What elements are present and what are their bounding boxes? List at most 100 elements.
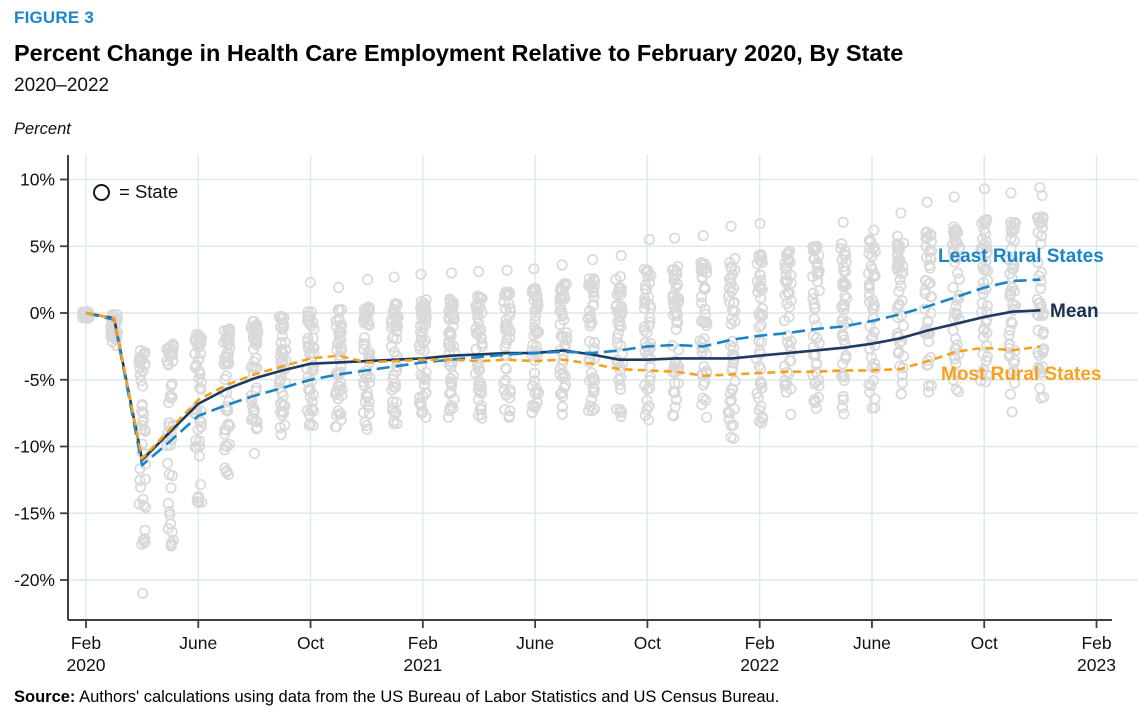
state-scatter-point xyxy=(1008,365,1020,378)
state-scatter-point xyxy=(336,304,348,316)
state-scatter-point xyxy=(981,214,993,226)
state-scatter-point xyxy=(249,319,261,332)
state-scatter-point xyxy=(391,418,403,430)
state-scatter-point xyxy=(779,380,791,392)
state-scatter-point xyxy=(837,328,849,340)
state-scatter-point xyxy=(1037,347,1049,359)
state-scatter-point xyxy=(554,318,566,331)
state-scatter-point xyxy=(980,263,992,275)
state-scatter-point xyxy=(697,392,709,404)
figure-number-label: FIGURE 3 xyxy=(14,8,95,27)
state-scatter-outlier xyxy=(1034,181,1046,194)
state-scatter-point xyxy=(1004,285,1017,297)
state-scatter-point xyxy=(613,319,625,331)
state-scatter-point xyxy=(529,304,541,316)
state-scatter-point xyxy=(305,306,317,318)
state-scatter-point xyxy=(498,377,510,389)
state-scatter-point xyxy=(474,386,486,398)
state-scatter-point xyxy=(389,381,402,393)
state-scatter-point xyxy=(220,370,232,382)
state-scatter-point xyxy=(587,285,599,297)
state-scatter-point xyxy=(359,338,371,350)
state-scatter-point xyxy=(330,320,342,332)
state-scatter-point xyxy=(670,323,682,335)
state-scatter-point xyxy=(892,260,904,272)
state-scatter-point xyxy=(754,310,766,322)
state-scatter-point xyxy=(951,307,963,319)
state-scatter-point xyxy=(167,341,179,353)
state-scatter-point xyxy=(838,374,850,387)
state-scatter-point xyxy=(446,377,458,389)
state-scatter-point xyxy=(782,286,794,298)
state-scatter-point xyxy=(529,400,541,412)
state-scatter-point xyxy=(447,370,459,382)
state-scatter-point xyxy=(556,401,569,413)
state-scatter-point xyxy=(813,337,825,349)
state-scatter-point xyxy=(837,390,849,403)
state-scatter-point xyxy=(808,253,820,265)
state-scatter-point xyxy=(813,285,825,297)
state-scatter-point xyxy=(193,372,205,385)
state-scatter-point xyxy=(893,243,906,255)
state-scatter-point xyxy=(757,412,769,424)
state-scatter-point xyxy=(587,386,599,398)
state-scatter-point xyxy=(223,356,235,368)
state-scatter-point xyxy=(729,375,741,387)
state-scatter-point xyxy=(952,267,964,279)
state-scatter-point xyxy=(756,378,768,390)
state-scatter-point xyxy=(751,387,763,399)
state-scatter-point xyxy=(389,309,401,321)
state-scatter-point xyxy=(139,473,152,485)
state-scatter-point xyxy=(504,306,516,318)
state-scatter-point xyxy=(498,384,510,396)
state-scatter-point xyxy=(218,336,230,349)
state-scatter-point xyxy=(559,379,571,391)
state-scatter-point xyxy=(947,282,959,294)
state-scatter-point xyxy=(133,498,145,510)
state-scatter-point xyxy=(780,268,792,281)
state-scatter-point xyxy=(785,355,797,367)
state-scatter-point xyxy=(390,319,402,332)
state-scatter-point xyxy=(532,388,544,400)
state-scatter-point xyxy=(614,379,626,391)
state-scatter-point xyxy=(725,340,737,352)
state-scatter-point xyxy=(391,333,403,345)
state-scatter-point xyxy=(779,289,791,301)
state-scatter-point xyxy=(1034,382,1046,394)
state-scatter-point xyxy=(756,417,768,429)
state-scatter-point xyxy=(418,344,430,357)
state-scatter-point xyxy=(193,365,205,377)
state-scatter-point xyxy=(638,302,651,314)
state-scatter-point xyxy=(248,447,260,460)
state-scatter-point xyxy=(444,405,456,417)
state-scatter-point xyxy=(162,498,174,510)
state-scatter-point xyxy=(615,410,627,422)
state-scatter-point xyxy=(614,403,626,415)
state-scatter-point xyxy=(950,368,962,381)
state-scatter-outlier xyxy=(921,196,933,208)
state-scatter-point xyxy=(530,340,542,352)
state-scatter-point xyxy=(134,463,146,475)
state-scatter-point xyxy=(981,313,993,326)
state-scatter-point xyxy=(864,386,876,398)
state-scatter-point xyxy=(504,303,516,315)
state-scatter-point xyxy=(304,311,316,323)
x-tick-label: Oct xyxy=(971,633,998,653)
state-scatter-point xyxy=(137,380,149,392)
state-scatter-point xyxy=(335,334,347,346)
state-scatter-point xyxy=(610,273,622,286)
state-scatter-point xyxy=(785,408,797,420)
state-scatter-point xyxy=(725,277,737,289)
state-scatter-point xyxy=(583,273,595,285)
state-scatter-point xyxy=(807,287,820,299)
state-scatter-point xyxy=(725,271,737,283)
state-scatter-point xyxy=(137,349,149,361)
state-scatter-point xyxy=(808,313,820,325)
state-circle-icon xyxy=(93,183,110,201)
state-scatter-point xyxy=(273,311,285,323)
state-scatter-point xyxy=(699,303,711,315)
state-scatter-point xyxy=(473,380,485,392)
state-scatter-point xyxy=(978,223,990,235)
state-scatter-point xyxy=(1034,303,1046,315)
